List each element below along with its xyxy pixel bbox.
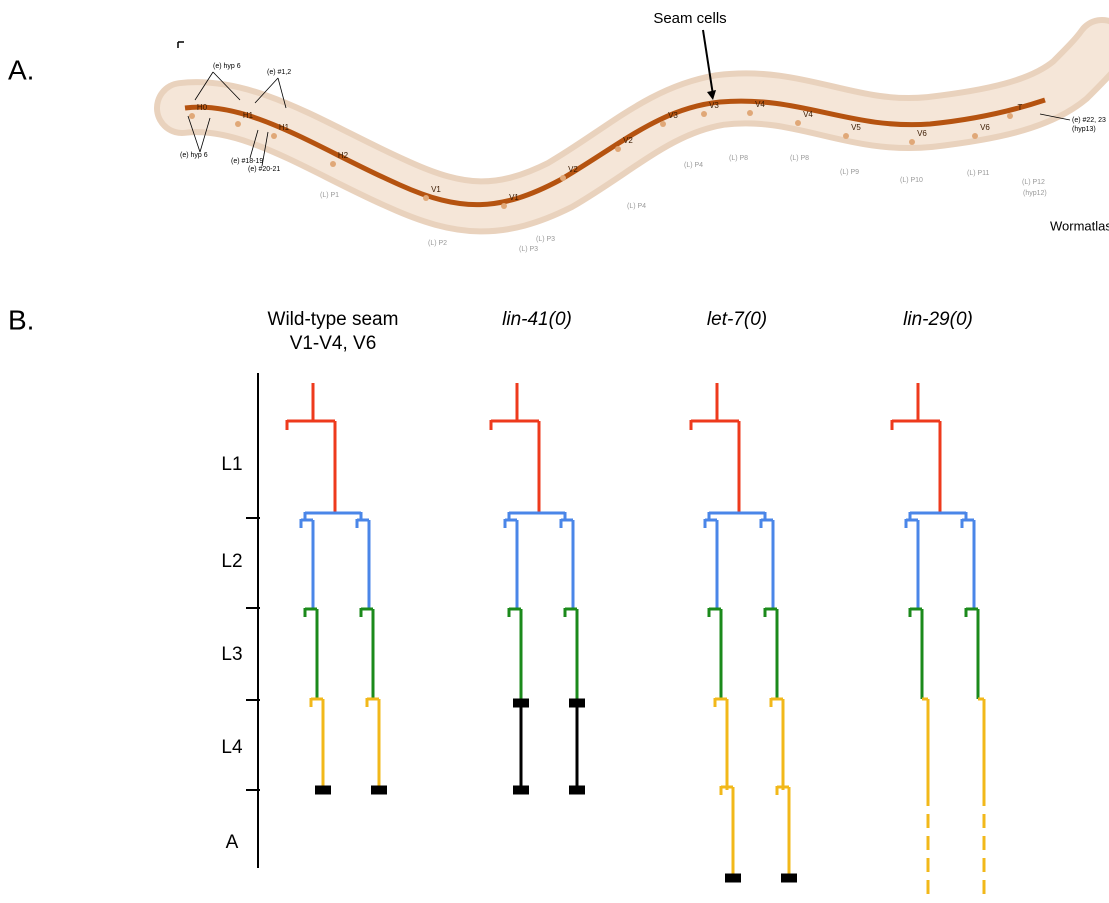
corner-mark	[178, 42, 184, 48]
cell-dot	[560, 175, 566, 181]
p-label: (L) P10	[900, 177, 923, 184]
column-title: let-7(0)	[707, 309, 767, 330]
worm	[178, 30, 1102, 206]
worm-inner	[182, 45, 1102, 206]
cell-dot	[501, 203, 507, 209]
annotation: (e) #18-19	[231, 158, 263, 165]
cell-label: V2	[568, 165, 578, 174]
cell-dot	[972, 133, 978, 139]
annotation: (hyp13)	[1072, 126, 1096, 133]
cell-dot	[330, 161, 336, 167]
figure: A. B. Seam cells Wormatlas H0 H1 H1 H2 V1 V1 V2 V2 V…	[0, 0, 1109, 898]
stage-label: L2	[221, 551, 242, 572]
cell-dot	[1007, 113, 1013, 119]
panel-label: B.	[8, 304, 34, 335]
cell-dot	[747, 110, 753, 116]
annotation: (e) #20-21	[248, 166, 280, 173]
cell-label: V6	[980, 123, 990, 132]
cell-label: V3	[709, 101, 719, 110]
cell-label: H2	[338, 151, 349, 160]
p-label: (L) P3	[519, 246, 538, 253]
cell-label: V6	[917, 129, 927, 138]
credit: Wormatlas	[1050, 218, 1109, 233]
cell-label: V4	[803, 110, 813, 119]
stage-label: L4	[221, 737, 243, 758]
cell-label: V1	[431, 185, 441, 194]
cell-dot	[843, 133, 849, 139]
annotation: (e) hyp 6	[213, 63, 241, 70]
p-label: (L) P1	[320, 192, 339, 199]
timeline	[246, 373, 260, 868]
p-label: (L) P2	[428, 240, 447, 247]
cell-dot	[235, 121, 241, 127]
annotation: (e) #1,2	[267, 69, 291, 76]
cell-dot	[660, 121, 666, 127]
cell-dot	[795, 120, 801, 126]
p-label: (hyp12)	[1023, 190, 1047, 197]
column-title: Wild-type seam	[268, 309, 399, 330]
cell-dot	[189, 113, 195, 119]
cell-label: V5	[851, 123, 861, 132]
column-title: V1-V4, V6	[290, 333, 377, 354]
column-title: lin-41(0)	[502, 309, 572, 330]
cell-label: V4	[755, 100, 765, 109]
panel-label: A.	[8, 54, 34, 85]
column-title: lin-29(0)	[903, 309, 973, 330]
cell-label: T	[1018, 103, 1023, 112]
p-label: (L) P8	[729, 155, 748, 162]
stage-label: A	[226, 832, 239, 853]
annotation: (e) hyp 6	[180, 152, 208, 159]
cell-label: V1	[509, 193, 519, 202]
cell-dot	[271, 133, 277, 139]
cell-dot	[701, 111, 707, 117]
annotation: (e) #22, 23	[1072, 117, 1106, 124]
p-label: (L) P8	[790, 155, 809, 162]
cell-label: H1	[243, 111, 254, 120]
stage-label: L3	[221, 644, 242, 665]
p-label: (L) P12	[1022, 179, 1045, 186]
p-label: (L) P9	[840, 169, 859, 176]
p-label: (L) P4	[684, 162, 703, 169]
p-label: (L) P11	[967, 170, 990, 177]
cell-label: H1	[279, 123, 290, 132]
stage-label: L1	[221, 454, 242, 475]
arrow-label: Seam cells	[653, 10, 726, 27]
p-label: (L) P4	[627, 203, 646, 210]
cell-dot	[909, 139, 915, 145]
cell-dot	[423, 195, 429, 201]
cell-label: V3	[668, 111, 678, 120]
cell-label: H0	[197, 103, 208, 112]
cell-label: V2	[623, 136, 633, 145]
cell-dot	[615, 146, 621, 152]
p-label: (L) P3	[536, 236, 555, 243]
